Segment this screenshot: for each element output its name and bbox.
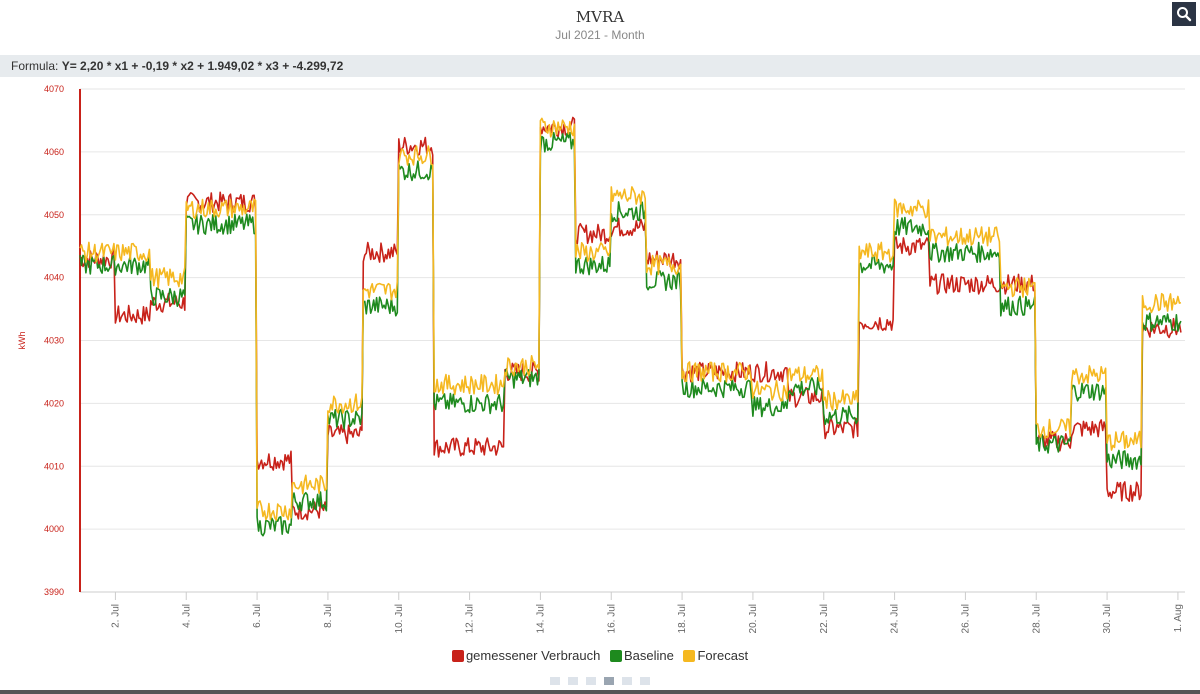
pager-dot[interactable] (586, 677, 596, 685)
formula-bar: Formula: Y= 2,20 * x1 + -0,19 * x2 + 1.9… (0, 55, 1200, 77)
legend-item-baseline[interactable]: Baseline (609, 648, 674, 663)
x-tick-label: 30. Jul (1102, 604, 1113, 633)
search-icon (1177, 7, 1192, 22)
x-tick-label: 28. Jul (1031, 604, 1042, 633)
legend-swatch-forecast (683, 649, 696, 662)
formula-label: Formula: (11, 59, 59, 73)
pager-dot[interactable] (604, 677, 614, 685)
y-tick-label: 4030 (44, 336, 64, 346)
legend-swatch-baseline (609, 649, 622, 662)
y-tick-label: 4050 (44, 210, 64, 220)
x-tick-label: 16. Jul (606, 604, 617, 633)
chart-title: MVRA (575, 8, 625, 26)
formula-value: Y= 2,20 * x1 + -0,19 * x2 + 1.949,02 * x… (61, 59, 344, 73)
y-tick-label: 4040 (44, 273, 64, 283)
legend-label-verbrauch: gemessener Verbrauch (465, 648, 601, 663)
search-button[interactable] (1172, 2, 1196, 26)
series-line-verbrauch (79, 116, 1182, 521)
y-tick-label: 4020 (44, 398, 64, 408)
x-tick-label: 14. Jul (535, 604, 546, 633)
x-tick-label: 4. Jul (181, 604, 192, 628)
legend-label-baseline: Baseline (623, 648, 674, 663)
chart-subtitle: Jul 2021 - Month (555, 28, 645, 42)
x-tick-label: 8. Jul (323, 604, 334, 628)
legend-item-verbrauch[interactable]: gemessener Verbrauch (451, 648, 601, 663)
series-line-baseline (79, 131, 1182, 537)
x-tick-label: 10. Jul (394, 604, 405, 633)
x-tick-label: 12. Jul (465, 604, 476, 633)
y-tick-label: 4070 (44, 84, 64, 94)
pager-dot[interactable] (550, 677, 560, 685)
y-axis-label: kWh (17, 332, 27, 350)
x-tick-label: 6. Jul (252, 604, 263, 628)
x-tick-label: 26. Jul (960, 604, 971, 633)
x-tick-label: 2. Jul (110, 604, 121, 628)
x-tick-label: 22. Jul (819, 604, 830, 633)
legend-swatch-verbrauch (451, 649, 464, 662)
series-line-forecast (79, 117, 1182, 521)
pagination-dots (0, 672, 1200, 690)
pager-dot[interactable] (568, 677, 578, 685)
y-tick-label: 4000 (44, 524, 64, 534)
x-tick-label: 20. Jul (748, 604, 759, 633)
x-tick-label: 1. Aug (1173, 604, 1184, 632)
legend-label-forecast: Forecast (697, 648, 749, 663)
y-tick-label: 4060 (44, 147, 64, 157)
x-tick-label: 24. Jul (890, 604, 901, 633)
legend-item-forecast[interactable]: Forecast (683, 648, 748, 663)
bottom-border (0, 690, 1200, 694)
pager-dot[interactable] (640, 677, 650, 685)
y-tick-label: 4010 (44, 461, 64, 471)
x-tick-label: 18. Jul (677, 604, 688, 633)
legend: gemessener Verbrauch Baseline Forecast (0, 648, 1200, 665)
y-tick-label: 3990 (44, 587, 64, 597)
pager-dot[interactable] (622, 677, 632, 685)
